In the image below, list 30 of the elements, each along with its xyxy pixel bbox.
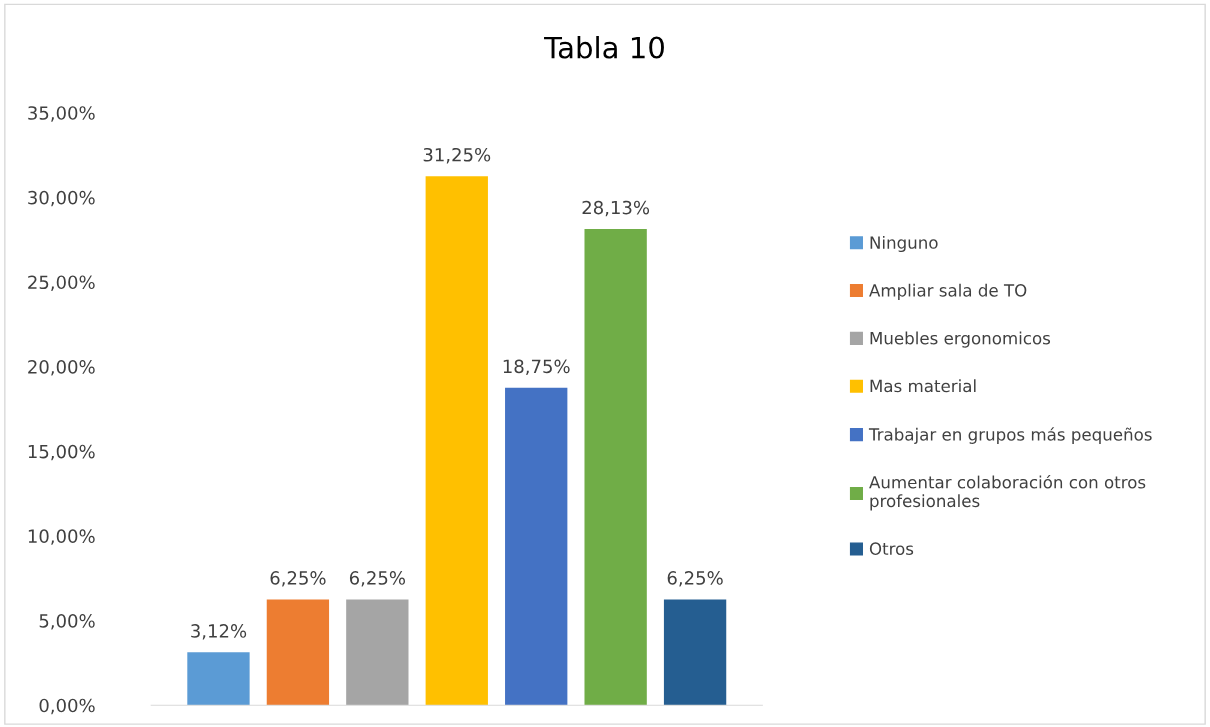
y-tick-label: 25,00% bbox=[28, 275, 95, 291]
data-label: 6,25% bbox=[270, 571, 326, 587]
y-tick-label: 5,00% bbox=[39, 614, 95, 630]
y-tick-label: 10,00% bbox=[28, 529, 95, 545]
y-tick-label: 30,00% bbox=[28, 190, 95, 207]
y-tick-label: 20,00% bbox=[28, 360, 95, 376]
legend-label: Aumentar colaboración con otros profesionales bbox=[869, 474, 1146, 511]
bar bbox=[663, 599, 727, 706]
legend-label: Mas material bbox=[870, 379, 976, 393]
bar bbox=[346, 599, 409, 706]
bar bbox=[425, 176, 488, 706]
legend-label: Otros bbox=[869, 542, 914, 555]
data-label: 6,25% bbox=[667, 571, 723, 587]
data-label: 28,13% bbox=[582, 200, 650, 217]
y-tick-label: 15,00% bbox=[28, 444, 95, 461]
bar bbox=[584, 228, 647, 706]
legend-label: Muebles ergonomicos bbox=[870, 331, 1051, 348]
data-label: 31,25% bbox=[423, 147, 491, 164]
bar bbox=[505, 387, 568, 706]
y-tick-label: 35,00% bbox=[28, 106, 95, 122]
y-tick-label: 0,00% bbox=[39, 698, 95, 715]
bar bbox=[266, 599, 330, 706]
legend-label: Ninguno bbox=[870, 235, 938, 253]
chart-title: Tabla 10 bbox=[544, 36, 664, 59]
data-label: 6,25% bbox=[349, 571, 406, 587]
bar bbox=[187, 652, 250, 706]
data-label: 3,12% bbox=[191, 624, 247, 640]
legend-label: Trabajar en grupos más pequeños bbox=[868, 427, 1152, 444]
data-label: 18,75% bbox=[503, 359, 570, 376]
legend-label: Ampliar sala de TO bbox=[869, 283, 1027, 300]
